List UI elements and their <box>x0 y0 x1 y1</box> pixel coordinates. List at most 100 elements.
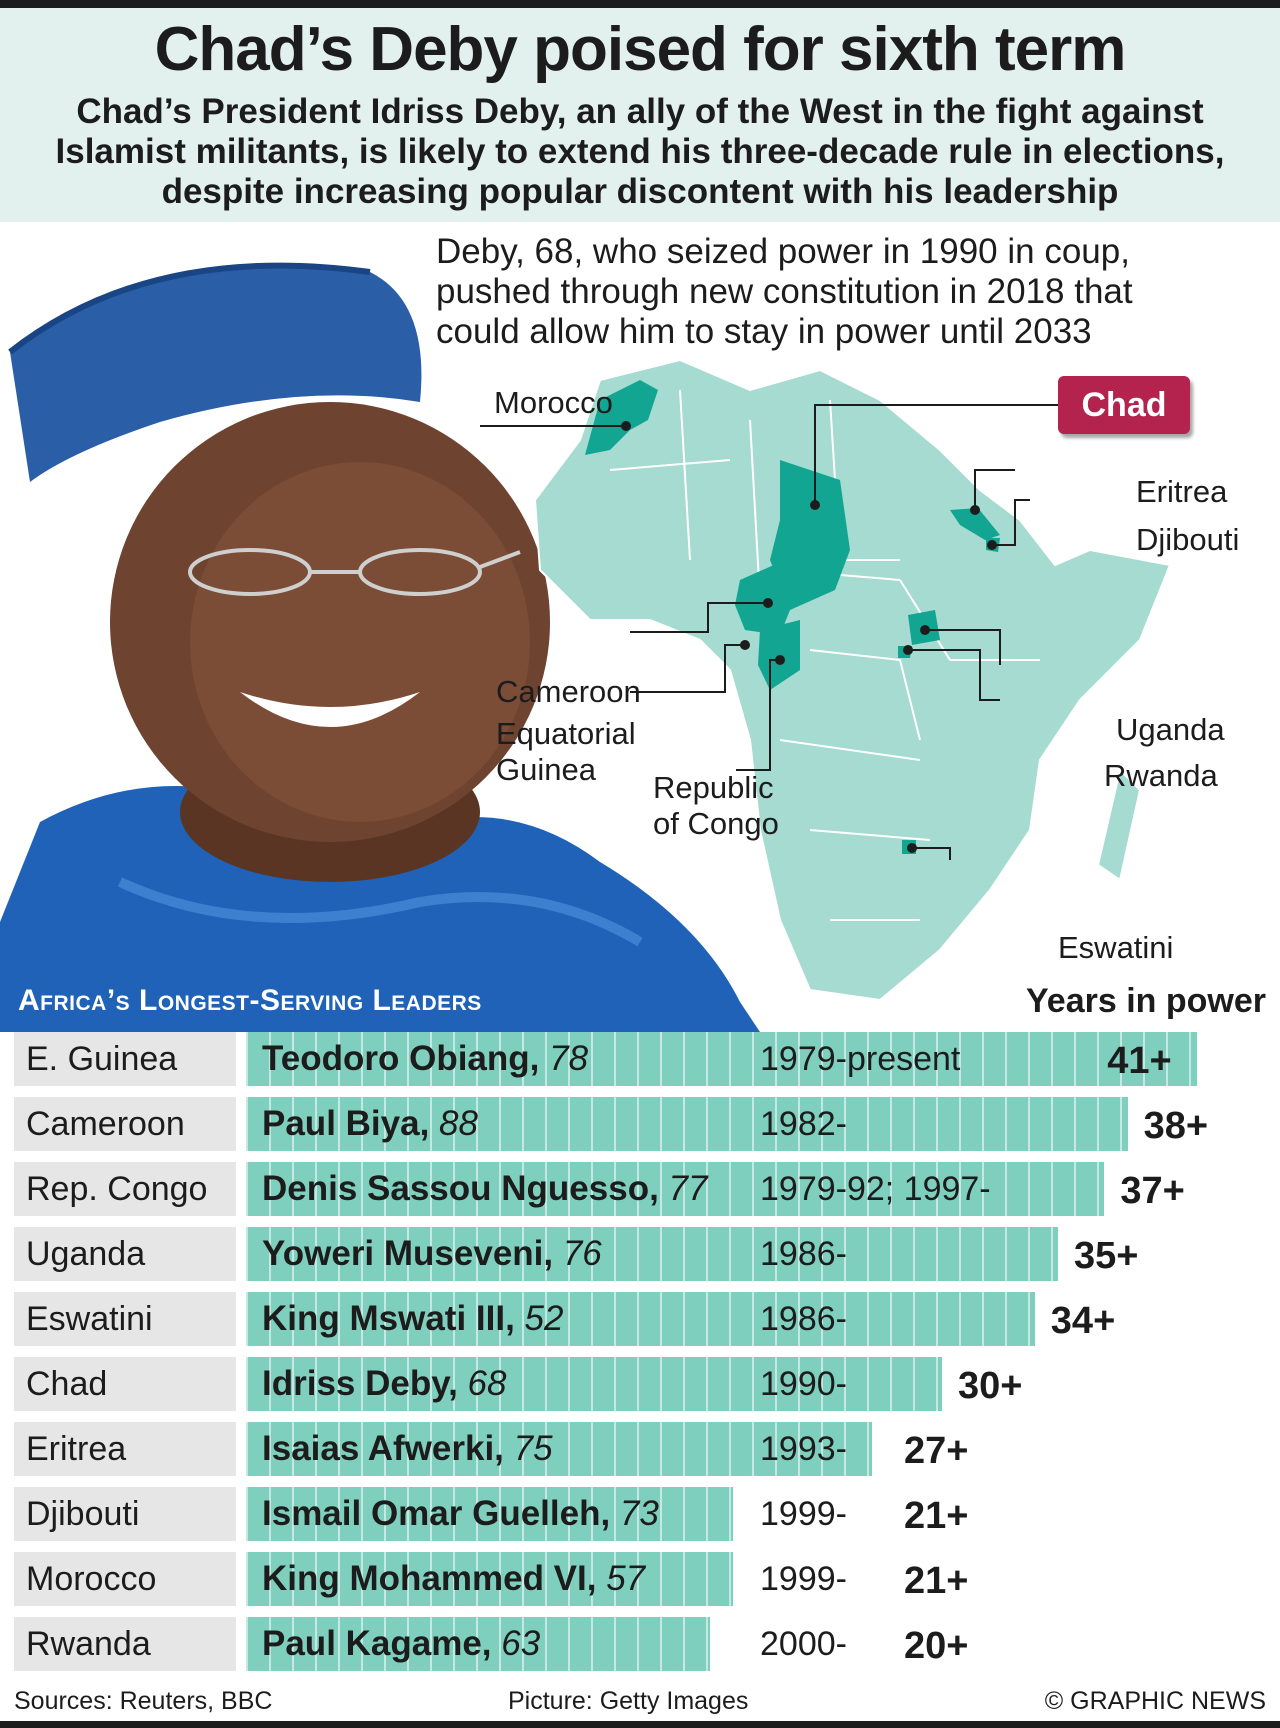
category-label: Morocco <box>14 1552 236 1606</box>
page-title: Chad’s Deby poised for sixth term <box>154 15 1127 84</box>
chart-row: Eritrea Isaias Afwerki, 75 1993- 27+ <box>0 1422 1280 1476</box>
leader-name-text: Paul Kagame, <box>262 1624 502 1663</box>
years-value-label: 34+ <box>1050 1300 1116 1342</box>
leader-name-text: Denis Sassou Nguesso, <box>262 1169 669 1208</box>
category-label: Uganda <box>14 1227 236 1281</box>
category-label: Chad <box>14 1357 236 1411</box>
term-period: 1990- <box>760 1365 847 1403</box>
term-period: 1999- <box>760 1495 847 1533</box>
term-period: 1982- <box>760 1105 847 1143</box>
chart-bar <box>246 1292 1035 1346</box>
chart-row: Rwanda Paul Kagame, 63 2000- 20+ <box>0 1617 1280 1671</box>
map-label-equatorial: Equatorial <box>496 716 636 751</box>
leader-name: Teodoro Obiang, 78 <box>262 1032 588 1086</box>
chart-row: Djibouti Ismail Omar Guelleh, 73 1999- 21+ <box>0 1487 1280 1541</box>
years-value-label: 21+ <box>904 1560 969 1602</box>
eritrea-shape <box>950 508 1000 540</box>
years-value-label: 35+ <box>1074 1235 1139 1277</box>
chart-bar <box>246 1097 1128 1151</box>
chart-bar <box>246 1162 1105 1216</box>
leader-age: 57 <box>606 1559 646 1598</box>
leader-name: Ismail Omar Guelleh, 73 <box>262 1487 659 1541</box>
years-value-label: 37+ <box>1120 1170 1185 1212</box>
term-period: 1979-92; 1997- <box>760 1170 991 1208</box>
bottom-rule <box>0 1721 1280 1728</box>
term-period: 1986- <box>760 1235 847 1273</box>
morocco-shape <box>585 380 658 455</box>
value-axis-label: Years in power <box>1026 982 1266 1020</box>
leader-age: 52 <box>524 1299 564 1338</box>
term-period: 1979-present <box>760 1040 961 1078</box>
chart-row: Uganda Yoweri Museveni, 76 1986- 35+ <box>0 1227 1280 1281</box>
map-label-djibouti: Djibouti <box>1136 522 1240 557</box>
leader-age: 75 <box>513 1429 553 1468</box>
leader-age: 63 <box>501 1624 541 1663</box>
portrait-photo <box>0 262 760 1032</box>
term-period: 1993- <box>760 1430 847 1468</box>
page-subtitle: Chad’s President Idriss Deby, an ally of… <box>55 92 1225 211</box>
leader-name-text: Paul Biya, <box>262 1104 440 1143</box>
leader-age: 78 <box>549 1039 589 1078</box>
years-value-label: 20+ <box>904 1625 969 1667</box>
years-value-label: 38+ <box>1143 1105 1209 1147</box>
chart-row: Eswatini King Mswati III, 52 1986- 34+ <box>0 1292 1280 1346</box>
category-label: Rwanda <box>14 1617 236 1671</box>
chart-bar <box>246 1422 873 1476</box>
header-panel <box>0 8 1280 222</box>
leader-name-text: King Mswati III, <box>262 1299 525 1338</box>
chart-row: Chad Idriss Deby, 68 1990- 30+ <box>0 1357 1280 1411</box>
category-label: Rep. Congo <box>14 1162 236 1216</box>
map-label-eritrea: Eritrea <box>1136 474 1228 509</box>
chart-bar <box>246 1552 734 1606</box>
years-value-label: 27+ <box>904 1430 969 1472</box>
chart-row: Cameroon Paul Biya, 88 1982- 38+ <box>0 1097 1280 1151</box>
top-rule <box>0 0 1280 8</box>
category-label: Djibouti <box>14 1487 236 1541</box>
map-label-morocco: Morocco <box>494 385 613 420</box>
term-period: 2000- <box>760 1625 847 1663</box>
picture-credit: Picture: Getty Images <box>508 1687 749 1715</box>
map-label-of-congo: of Congo <box>653 806 779 841</box>
chart-bar <box>246 1227 1058 1281</box>
leader-name: Denis Sassou Nguesso, 77 <box>262 1162 707 1216</box>
leader-age: 76 <box>562 1234 602 1273</box>
years-value-label: 30+ <box>958 1365 1023 1407</box>
leader-name-text: Ismail Omar Guelleh, <box>262 1494 620 1533</box>
category-label: Eritrea <box>14 1422 236 1476</box>
africa-landmass <box>533 360 1172 1002</box>
chart-bar <box>246 1357 942 1411</box>
leader-name-text: Yoweri Museveni, <box>262 1234 563 1273</box>
chart-bar <box>246 1487 734 1541</box>
chart-row: Rep. Congo Denis Sassou Nguesso, 77 1979-9… <box>0 1162 1280 1216</box>
chart-bar <box>246 1032 1198 1086</box>
category-label: E. Guinea <box>14 1032 236 1086</box>
africa-map <box>480 360 1172 1002</box>
map-label-republic: Republic <box>653 770 774 805</box>
term-period: 1999- <box>760 1560 847 1598</box>
congo-shape <box>758 620 800 690</box>
chart-title: Africa’s Longest-Serving Leaders <box>18 984 482 1017</box>
intro-text: Deby, 68, who seized power in 1990 in co… <box>436 232 1133 351</box>
leader-age: 88 <box>439 1104 478 1143</box>
map-label-chad: Chad <box>1058 376 1190 434</box>
madagascar <box>1096 768 1142 882</box>
map-label-eswatini: Eswatini <box>1058 930 1174 965</box>
leader-name: Paul Kagame, 63 <box>262 1617 540 1671</box>
leader-age: 68 <box>467 1364 507 1403</box>
leader-name-text: Teodoro Obiang, <box>262 1039 550 1078</box>
kufi-hat <box>10 265 422 482</box>
years-value-label: 21+ <box>904 1495 969 1537</box>
leader-name: Idriss Deby, 68 <box>262 1357 506 1411</box>
chart-row: Morocco King Mohammed VI, 57 1999- 21+ <box>0 1552 1280 1606</box>
leader-age: 73 <box>619 1494 659 1533</box>
cameroon-shape <box>735 560 790 635</box>
map-label-cameroon: Cameroon <box>496 674 641 709</box>
map-label-guinea: Guinea <box>496 752 596 787</box>
sources-note: Sources: Reuters, BBC <box>14 1687 273 1715</box>
leader-name-text: King Mohammed VI, <box>262 1559 607 1598</box>
leader-name: King Mohammed VI, 57 <box>262 1552 645 1606</box>
leader-name-text: Isaias Afwerki, <box>262 1429 514 1468</box>
smile <box>240 692 420 727</box>
leader-name: King Mswati III, 52 <box>262 1292 563 1346</box>
leader-name: Paul Biya, 88 <box>262 1097 478 1151</box>
